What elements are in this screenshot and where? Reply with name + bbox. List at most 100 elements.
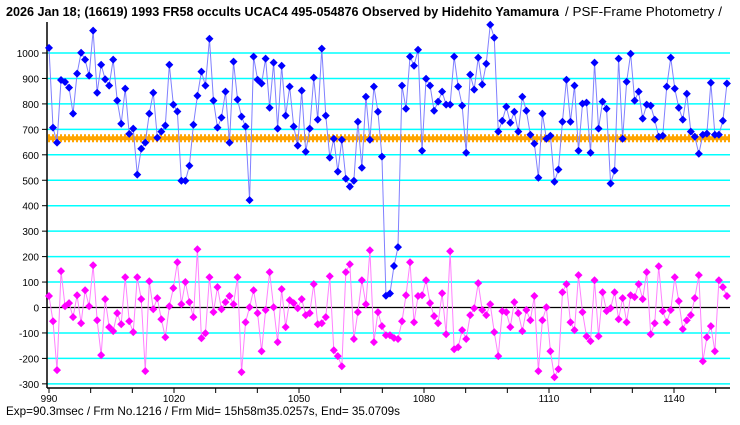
comparison-point [610, 288, 619, 297]
target-point [181, 176, 190, 185]
target-point [261, 54, 270, 63]
comparison-point [514, 309, 523, 318]
target-point [101, 75, 110, 84]
target-point [522, 106, 531, 115]
comparison-point [369, 338, 378, 347]
comparison-point [510, 298, 519, 307]
comparison-point [698, 357, 707, 366]
comparison-point [430, 312, 439, 321]
target-point [498, 116, 507, 125]
target-point [237, 112, 246, 121]
target-point [365, 135, 374, 144]
target-point [714, 130, 723, 139]
target-point [373, 107, 382, 116]
comparison-point [474, 279, 483, 288]
target-point [265, 103, 274, 112]
axes: 10009008007006005004003002001000-100-200… [17, 22, 730, 405]
target-point [249, 52, 258, 61]
target-point [530, 139, 539, 148]
comparison-point [570, 326, 579, 335]
target-point [458, 101, 467, 110]
comparison-point [502, 308, 511, 317]
target-point [177, 176, 186, 185]
target-point [650, 115, 659, 124]
target-point [377, 152, 386, 161]
comparison-point [590, 276, 599, 285]
target-point [670, 84, 679, 93]
comparison-point [361, 300, 370, 309]
comparison-point [129, 328, 138, 337]
target-point [201, 81, 210, 90]
target-point [309, 73, 318, 82]
target-point [369, 82, 378, 91]
target-point [61, 78, 70, 87]
target-point [81, 55, 90, 64]
target-point [718, 116, 727, 125]
target-line [48, 24, 728, 297]
target-point [301, 147, 310, 156]
x-tick-label: 990 [41, 394, 58, 405]
comparison-point [273, 338, 282, 347]
target-point [189, 120, 198, 129]
target-point [125, 129, 134, 138]
target-point [281, 111, 290, 120]
target-point [121, 84, 130, 93]
comparison-point [121, 273, 130, 282]
comparison-point [309, 280, 318, 289]
comparison-point [177, 300, 186, 309]
comparison-point [97, 351, 106, 360]
target-point [357, 163, 366, 172]
target-point [414, 45, 423, 54]
target-point [273, 124, 282, 133]
comparison-point [221, 298, 230, 307]
comparison-point [277, 285, 286, 294]
gridlines [47, 52, 730, 385]
target-point [490, 33, 499, 42]
comparison-point [53, 366, 62, 375]
comparison-point [634, 280, 643, 289]
y-tick-label: 800 [22, 100, 39, 111]
comparison-point [646, 330, 655, 339]
comparison-point [257, 347, 266, 356]
comparison-point [482, 311, 491, 320]
x-tick-label: 1050 [288, 394, 311, 405]
y-tick-label: 600 [22, 151, 39, 162]
x-tick-label: 1110 [539, 394, 560, 405]
comparison-point [237, 368, 246, 377]
target-point [430, 106, 439, 115]
target-point [145, 109, 154, 118]
comparison-point [458, 326, 467, 335]
comparison-point [337, 362, 346, 371]
comparison-point [542, 303, 551, 312]
target-point [534, 173, 543, 182]
comparison-point [550, 373, 559, 382]
target-point [454, 82, 463, 91]
target-point [446, 100, 455, 109]
target-point [674, 103, 683, 112]
comparison-point [65, 299, 74, 308]
target-point [209, 96, 218, 105]
target-point [193, 91, 202, 100]
y-tick-label: -200 [19, 354, 39, 365]
comparison-point [530, 292, 539, 301]
target-point [666, 53, 675, 62]
comparison-point [201, 329, 210, 338]
target-point [341, 174, 350, 183]
comparison-point [225, 292, 234, 301]
target-point [105, 81, 114, 90]
target-point [53, 138, 62, 147]
target-point [462, 148, 471, 157]
comparison-point [674, 297, 683, 306]
comparison-point [662, 318, 671, 327]
comparison-point [462, 335, 471, 344]
target-point [141, 138, 150, 147]
target-point [626, 49, 635, 58]
comparison-point [702, 333, 711, 342]
comparison-point [261, 306, 270, 315]
comparison-point [373, 308, 382, 317]
comparison-point [562, 280, 571, 289]
comparison-point [297, 295, 306, 304]
comparison-point [333, 352, 342, 361]
comparison-point [149, 305, 158, 314]
target-point [241, 122, 250, 131]
